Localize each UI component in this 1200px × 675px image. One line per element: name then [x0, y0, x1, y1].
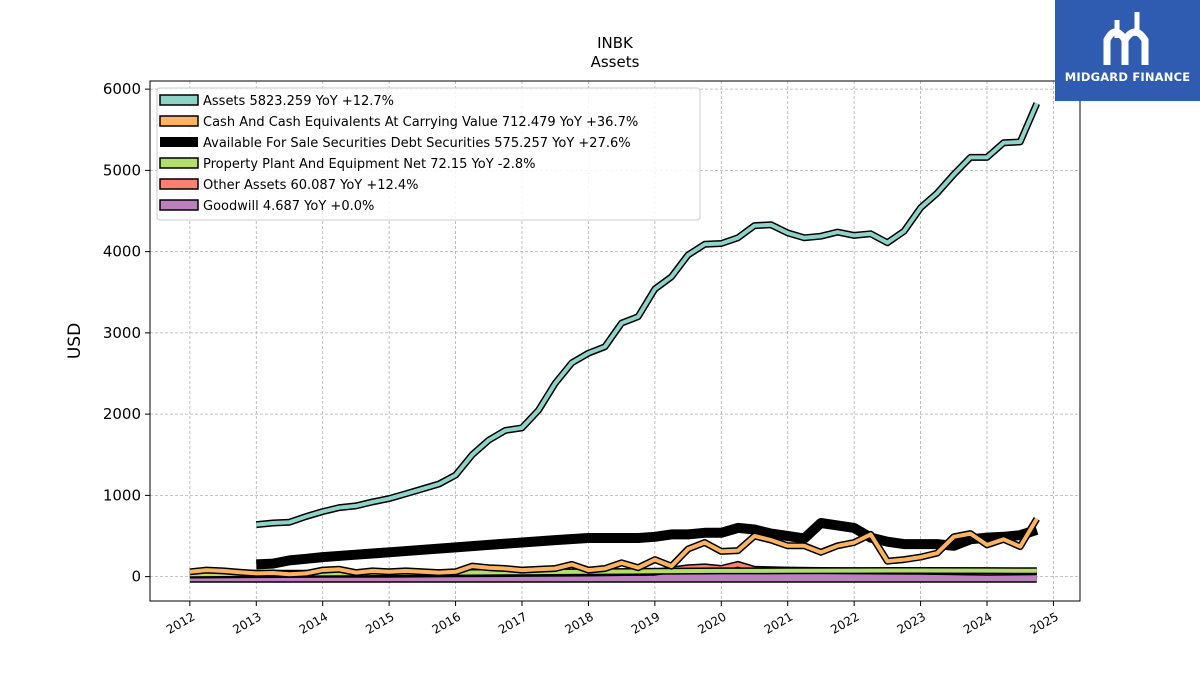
x-tick-label: 2013 [230, 609, 263, 636]
y-tick-label: 3000 [103, 324, 141, 342]
x-tick-label: 2023 [895, 609, 928, 636]
legend-swatch [159, 199, 199, 211]
x-tick-label: 2017 [496, 609, 529, 636]
series-line [256, 102, 1039, 527]
legend-label: Available For Sale Securities Debt Secur… [203, 136, 631, 151]
legend-swatch [159, 178, 199, 190]
legend-swatch [160, 137, 198, 147]
legend-label: Assets 5823.259 YoY +12.7% [203, 94, 394, 109]
y-axis-label: USD [65, 323, 85, 359]
x-tick-label: 2015 [363, 609, 396, 636]
x-tick-label: 2020 [695, 609, 728, 636]
legend-box [156, 87, 701, 221]
series-line [189, 568, 1037, 577]
x-axis: 2012 2013 2014 2015 2016 2017 2018 2019 2020 2021… [164, 601, 1061, 637]
legend-label: Cash And Cash Equivalents At Carrying Va… [203, 115, 638, 130]
chart-subtitle: Assets [591, 53, 640, 71]
legend-label: Other Assets 60.087 YoY +12.4% [203, 178, 419, 193]
chart-title: INBK [597, 34, 634, 52]
plot-frame [149, 80, 1081, 602]
legend-swatch [159, 157, 199, 169]
y-tick-label: 2000 [103, 405, 141, 423]
x-tick-label: 2012 [164, 609, 197, 636]
legend-label: Goodwill 4.687 YoY +0.0% [203, 199, 374, 214]
x-tick-label: 2022 [828, 609, 861, 636]
y-tick-label: 4000 [103, 243, 141, 261]
x-tick-label: 2019 [629, 609, 662, 636]
series-line [256, 518, 1039, 570]
legend-swatch [159, 115, 199, 127]
y-tick-label: 5000 [103, 161, 141, 179]
brand-name: MIDGARD FINANCE [1064, 70, 1191, 84]
y-tick-label: 0 [131, 568, 141, 586]
x-tick-label: 2024 [961, 609, 994, 636]
legend: Assets 5823.259 YoY +12.7% Cash And Cash … [156, 87, 701, 221]
x-tick-label: 2025 [1027, 609, 1060, 636]
legend-label: Property Plant And Equipment Net 72.15 Y… [203, 157, 536, 172]
series-layer [189, 102, 1041, 583]
y-axis: 0 1000 2000 3000 4000 5000 6000 [103, 80, 150, 586]
y-tick-label: 6000 [103, 80, 141, 98]
x-tick-label: 2016 [430, 609, 463, 636]
x-tick-label: 2014 [297, 609, 330, 636]
x-tick-label: 2018 [562, 609, 595, 636]
y-tick-label: 1000 [103, 486, 141, 504]
legend-swatch [159, 94, 199, 106]
series-line [189, 517, 1039, 577]
x-tick-label: 2021 [762, 609, 795, 636]
brand-logo: MIDGARD FINANCE [1055, 0, 1200, 101]
brand-mark-icon [1103, 12, 1149, 65]
